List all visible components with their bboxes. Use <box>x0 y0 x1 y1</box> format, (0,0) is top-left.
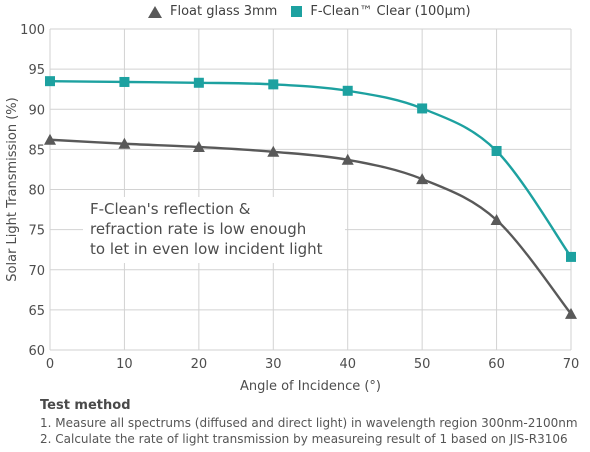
y-tick-label: 60 <box>28 344 45 359</box>
y-tick-label: 70 <box>28 264 45 279</box>
y-tick-label: 65 <box>28 304 45 319</box>
x-tick-label: 70 <box>563 357 580 372</box>
x-tick-label: 0 <box>46 357 54 372</box>
chart-legend: Float glass 3mm F-Clean™ Clear (100μm) <box>148 4 485 19</box>
y-tick-label: 90 <box>28 103 45 118</box>
data-point-f-clean <box>193 77 204 88</box>
annotation-text: refraction rate is low enough <box>90 220 306 238</box>
legend-label-f-clean: F-Clean™ Clear (100μm) <box>310 4 471 19</box>
y-tick-label: 85 <box>28 143 45 158</box>
x-tick-label: 10 <box>116 357 133 372</box>
chart-series <box>44 76 577 319</box>
triangle-marker-icon <box>148 5 162 18</box>
chart-axes: 60 65 70 75 80 85 90 95 100 0 10 20 30 40 50 60 70 Angle … <box>5 23 579 394</box>
data-point-f-clean <box>491 145 502 156</box>
x-tick-label: 60 <box>488 357 505 372</box>
data-point-float-glass <box>192 140 205 152</box>
data-point-float-glass <box>118 137 131 149</box>
y-axis-label: Solar Light Transmission (%) <box>5 97 20 281</box>
legend-item-f-clean: F-Clean™ Clear (100μm) <box>291 4 471 19</box>
y-tick-label: 95 <box>28 63 45 78</box>
square-marker-icon <box>291 6 303 17</box>
y-tick-label: 80 <box>28 184 45 199</box>
data-point-float-glass <box>341 153 354 165</box>
data-point-float-glass <box>416 173 429 185</box>
test-method-note: Test method 1. Measure all spectrums (di… <box>40 398 578 447</box>
data-point-f-clean <box>45 76 55 87</box>
data-point-float-glass <box>565 307 577 319</box>
data-point-f-clean <box>342 85 353 96</box>
test-method-heading: Test method <box>40 398 131 413</box>
annotation-background <box>83 197 345 263</box>
data-point-f-clean <box>119 76 130 87</box>
x-tick-label: 50 <box>414 357 431 372</box>
legend-label-float-glass: Float glass 3mm <box>170 4 278 19</box>
test-method-line-1: 1. Measure all spectrums (diffused and d… <box>40 416 578 430</box>
data-point-float-glass <box>267 145 280 157</box>
test-method-line-2: 2. Calculate the rate of light transmiss… <box>40 432 568 446</box>
legend-item-float-glass: Float glass 3mm <box>148 4 277 19</box>
y-tick-label: 100 <box>20 23 45 38</box>
chart-annotation: F-Clean's reflection & refraction rate is… <box>83 197 345 263</box>
data-point-float-glass <box>490 213 503 225</box>
data-point-f-clean <box>268 79 279 90</box>
x-tick-label: 30 <box>265 357 282 372</box>
data-point-f-clean <box>417 103 428 114</box>
y-tick-label: 75 <box>28 224 45 239</box>
x-tick-label: 20 <box>191 357 208 372</box>
data-point-float-glass <box>44 133 56 145</box>
annotation-text: F-Clean's reflection & <box>90 200 251 218</box>
annotation-text: to let in even low incident light <box>90 240 323 258</box>
line-chart: 60 65 70 75 80 85 90 95 100 0 10 20 30 40 50 60 70 Angle … <box>5 23 579 394</box>
data-point-f-clean <box>566 251 576 262</box>
x-axis-label: Angle of Incidence (°) <box>240 379 381 394</box>
x-tick-label: 40 <box>339 357 356 372</box>
